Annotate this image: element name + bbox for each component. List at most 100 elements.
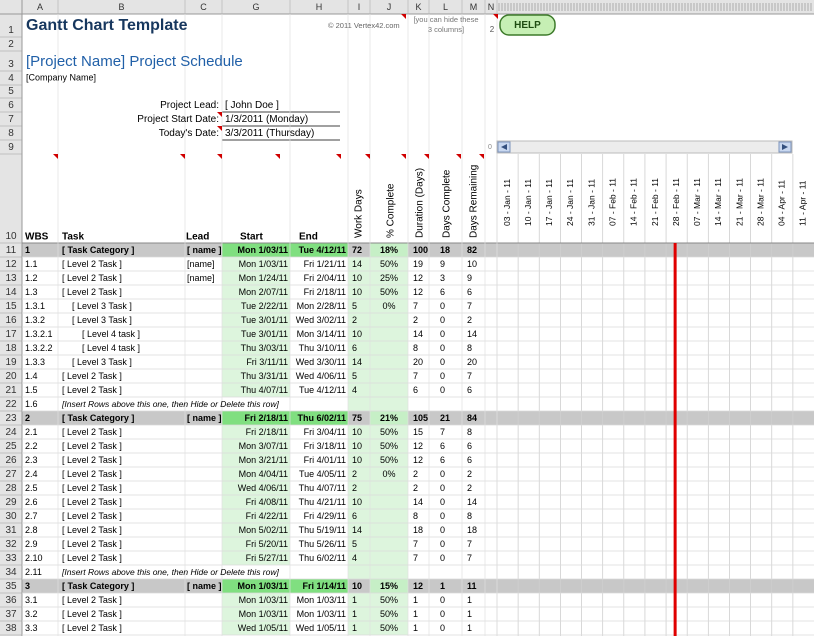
progress-cells-fill [348,383,408,397]
task-cell: [ Level 2 Task ] [62,623,122,633]
days-remaining-cell: 11 [467,581,477,591]
column-letter: J [387,2,392,12]
end-cell: Fri 3/04/11 [304,427,346,437]
help-button-shape[interactable] [499,14,556,36]
start-cell-fill [222,355,290,369]
wbs-cell: 1 [25,245,30,255]
days-remaining-cell: 82 [467,245,477,255]
timeline-scrollbar[interactable] [496,140,793,154]
start-cell-fill [222,523,290,537]
column-title: % Complete [386,183,397,238]
column-title: Lead [186,232,209,243]
duration-cell: 2 [413,483,418,493]
timeline-label: 21 - Feb - 11 [650,178,660,226]
lead-cell: [ name ] [187,413,222,423]
start-cell: Mon 1/03/11 [237,245,288,255]
comment-indicator [217,154,222,159]
work-days-cell: 5 [352,371,357,381]
column-letter: I [358,2,361,12]
start-cell-fill [222,621,290,635]
row-number: 35 [5,581,17,592]
column-letter: C [200,2,207,12]
column-title: Start [240,232,263,243]
help-button-label[interactable]: HELP [514,20,541,31]
progress-cells-fill [348,607,408,621]
timeline-label: 24 - Jan - 11 [565,179,575,226]
wbs-cell: 1.6 [25,399,38,409]
work-days-cell: 6 [352,343,357,353]
days-remaining-cell: 18 [467,525,477,535]
task-cell: [ Level 2 Task ] [62,609,122,619]
column-letter: K [415,2,421,12]
start-cell-fill [222,467,290,481]
start-cell: Mon 1/03/11 [239,259,288,269]
progress-cells-fill [348,467,408,481]
wbs-cell: 1.3.1 [25,301,45,311]
start-cell-fill [222,369,290,383]
wbs-cell: 2.11 [25,567,42,577]
row-number: 20 [5,371,17,382]
timeline-label: 14 - Feb - 11 [629,178,639,226]
wbs-cell: 1.5 [25,385,38,395]
work-days-cell: 10 [352,287,362,297]
date-cells-fill [222,579,348,593]
row-header-bar [0,0,22,636]
pct-cell: 50% [380,609,398,619]
start-cell-fill [222,537,290,551]
wbs-cell: 1.3.2.1 [25,329,53,339]
end-cell: Fri 4/29/11 [304,511,346,521]
comment-indicator [401,154,406,159]
date-cells-fill [222,411,348,425]
progress-cells-fill [348,523,408,537]
end-cell: Thu 5/26/11 [299,539,346,549]
column-title: End [299,232,318,243]
comment-indicator [180,154,185,159]
progress-cells-fill [348,299,408,313]
timeline-label: 07 - Feb - 11 [607,178,617,226]
column-title: Task [62,232,84,243]
end-cell: Fri 1/14/11 [302,581,346,591]
progress-cells-fill [348,593,408,607]
column-letter: G [252,2,259,12]
start-cell: Fri 5/20/11 [246,539,288,549]
lead-cell: [name] [187,273,215,283]
row-number: 28 [5,483,17,494]
task-cell: [ Level 2 Task ] [62,441,122,451]
task-cell: [ Task Category ] [62,245,134,255]
progress-cells-fill [348,355,408,369]
field-value: [ John Doe ] [225,100,279,111]
work-days-cell: 4 [352,385,357,395]
wbs-cell: 3 [25,581,30,591]
category-row-fill [22,579,814,593]
work-days-cell: 10 [352,329,362,339]
start-cell-fill [222,285,290,299]
row-number: 11 [6,245,17,256]
duration-cell: 12 [413,287,423,297]
end-cell: Tue 4/12/11 [299,245,346,255]
duration-cell: 6 [413,385,418,395]
duration-cell: 2 [413,315,418,325]
wbs-cell: 2.2 [25,441,38,451]
task-cell: [ Level 2 Task ] [62,553,122,563]
start-cell-fill [222,383,290,397]
days-complete-cell: 0 [440,539,445,549]
days-remaining-cell: 8 [467,511,472,521]
progress-cells-fill [348,341,408,355]
comment-indicator [217,112,222,117]
duration-cell: 12 [413,441,423,451]
days-remaining-cell: 14 [467,497,477,507]
sheet-title: Gantt Chart Template [26,17,188,34]
note-cell: [Insert Rows above this one, then Hide o… [61,567,279,577]
task-cell: [ Level 4 task ] [82,343,140,353]
help-button[interactable]: HELP [499,14,556,36]
end-cell: Wed 4/06/11 [296,371,346,381]
scroll-track[interactable] [496,140,793,154]
days-remaining-cell: 10 [467,259,477,269]
wbs-cell: 3.3 [25,623,38,633]
days-remaining-cell: 8 [467,343,472,353]
row-number: 18 [5,343,17,354]
wbs-cell: 2.6 [25,497,38,507]
end-cell: Thu 6/02/11 [299,553,346,563]
start-cell: Tue 2/22/11 [241,301,288,311]
end-cell: Fri 3/18/11 [304,441,346,451]
